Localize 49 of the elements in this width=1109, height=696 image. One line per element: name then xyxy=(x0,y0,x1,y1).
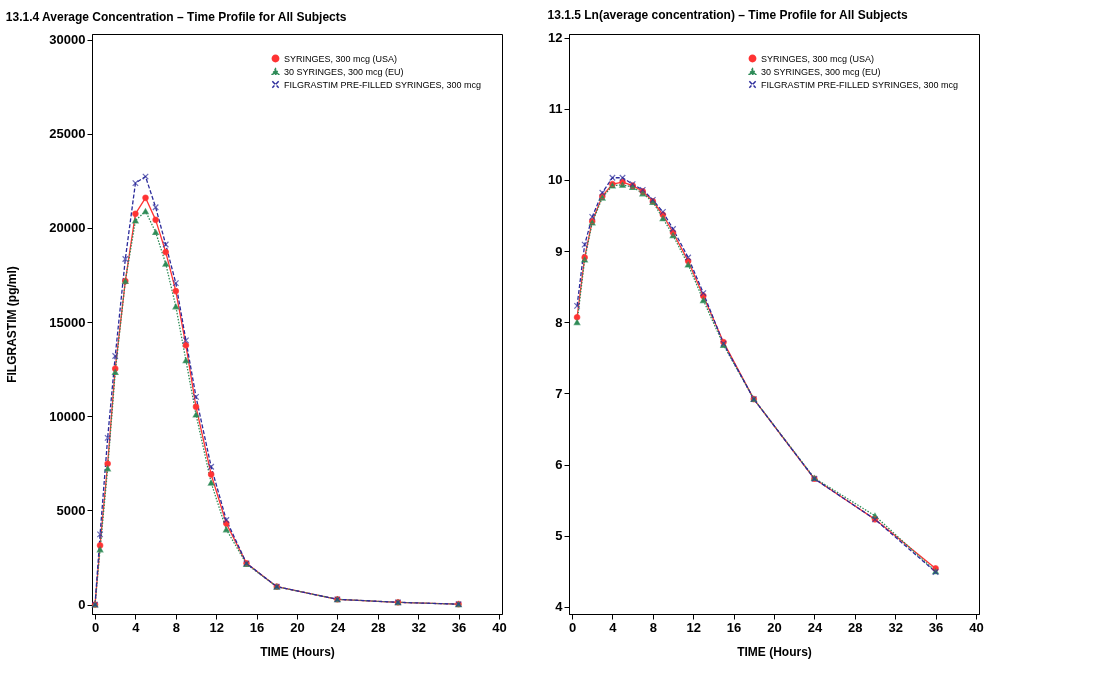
x-tick-label: 16 xyxy=(726,619,742,635)
y-tick-label: 7 xyxy=(555,385,563,401)
x-tick-label: 28 xyxy=(371,619,386,635)
y-tick-label: 12 xyxy=(548,30,563,46)
x-tick-label: 20 xyxy=(767,619,782,635)
x-tick-label: 20 xyxy=(290,619,305,635)
x-tick-label: 4 xyxy=(132,619,141,635)
x-tick-label: 8 xyxy=(172,619,180,635)
x-tick-label: 28 xyxy=(848,619,863,635)
legend-label: 30 SYRINGES, 300 mcg (EU) xyxy=(761,66,881,77)
y-tick-label: 8 xyxy=(555,314,563,330)
y-tick-label: 15000 xyxy=(49,314,86,330)
x-axis-title: TIME (Hours) xyxy=(737,644,812,659)
x-tick-label: 12 xyxy=(209,619,224,635)
x-tick-label: 36 xyxy=(928,619,944,635)
x-tick-label: 0 xyxy=(568,619,577,635)
x-tick-label: 0 xyxy=(91,619,100,635)
chart-title: 13.1.4 Average Concentration – Time Profile for All Subjects xyxy=(5,9,347,24)
x-tick-label: 36 xyxy=(451,619,467,635)
x-tick-label: 4 xyxy=(609,619,618,635)
legend-label: FILGRASTIM PRE-FILLED SYRINGES, 300 mcg xyxy=(761,79,959,90)
legend-label: SYRINGES, 300 mcg (USA) xyxy=(284,53,398,64)
x-tick-label: 24 xyxy=(330,619,346,635)
legend-label: FILGRASTIM PRE-FILLED SYRINGES, 300 mcg xyxy=(284,79,482,90)
y-tick-label: 6 xyxy=(555,457,563,473)
x-tick-label: 32 xyxy=(888,619,903,635)
y-tick-label: 9 xyxy=(555,243,563,259)
x-tick-label: 40 xyxy=(492,619,507,635)
x-tick-label: 16 xyxy=(249,619,265,635)
legend-label: 30 SYRINGES, 300 mcg (EU) xyxy=(284,66,404,77)
x-tick-label: 40 xyxy=(969,619,984,635)
y-tick-label: 25000 xyxy=(49,126,86,142)
y-tick-label: 30000 xyxy=(49,32,86,48)
y-tick-label: 10000 xyxy=(49,408,86,424)
y-tick-label: 5 xyxy=(555,528,563,544)
x-tick-label: 32 xyxy=(411,619,426,635)
legend-label: SYRINGES, 300 mcg (USA) xyxy=(761,53,875,64)
y-tick-label: 20000 xyxy=(49,220,86,236)
x-tick-label: 8 xyxy=(649,619,657,635)
x-axis-title: TIME (Hours) xyxy=(260,644,335,659)
x-tick-label: 12 xyxy=(686,619,701,635)
chart-title: 13.1.5 Ln(average concentration) – Time Profile for All Subjects xyxy=(547,7,908,22)
y-tick-label: 10 xyxy=(548,172,563,188)
y-tick-label: 11 xyxy=(548,101,563,117)
y-tick-label: 0 xyxy=(78,597,86,613)
y-tick-label: 4 xyxy=(555,599,564,615)
y-tick-label: 5000 xyxy=(56,502,86,518)
x-tick-label: 24 xyxy=(807,619,823,635)
y-axis-title: FILGRASTIM (pg/ml) xyxy=(5,266,20,383)
